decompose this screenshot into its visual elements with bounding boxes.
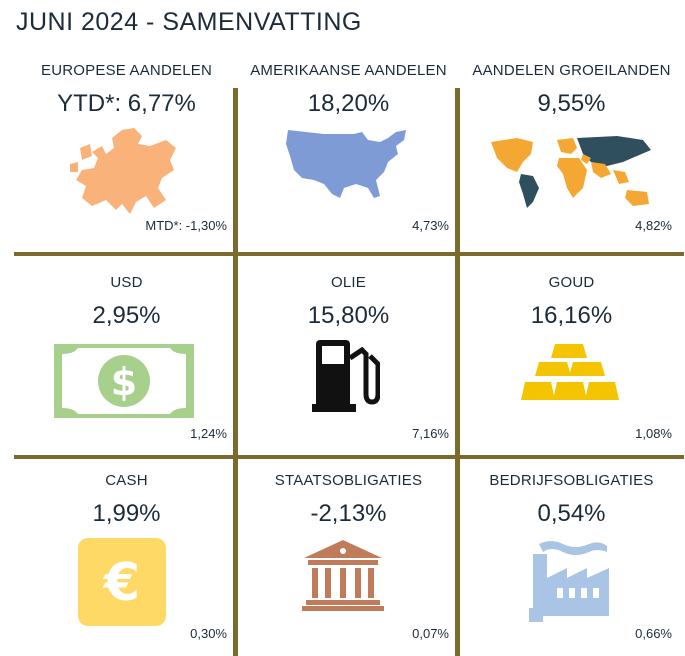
tile-emerging-equities: AANDELEN GROEILANDEN 9,55% 4,82%	[459, 58, 684, 248]
tile-corporate-bonds: BEDRIJFSOBLIGATIES 0,54% 0,66%	[459, 464, 684, 654]
tile-gold: GOUD 16,16% 1,08%	[459, 262, 684, 452]
tile-mtd-value: MTD*: -1,30%	[145, 218, 227, 233]
tile-ytd-value: 9,55%	[537, 90, 606, 117]
factory-icon	[529, 541, 609, 622]
tile-ytd-value: 16,16%	[530, 302, 613, 329]
tile-european-equities: EUROPESE AANDELEN YTD*: 6,77% MTD*: -1,3…	[14, 58, 239, 248]
tile-ytd-value: 0,54%	[537, 500, 606, 527]
tile-oil: OLIE 15,80% 7,16%	[236, 262, 461, 452]
svg-text:$: $	[111, 360, 137, 404]
tile-usd: USD 2,95% $ 1,24%	[14, 262, 239, 452]
page-title: JUNI 2024 - SAMENVATTING	[16, 8, 362, 36]
tile-label: USD	[110, 274, 143, 291]
tile-mtd-value: 0,07%	[412, 626, 449, 641]
tile-ytd-value: -2,13%	[310, 500, 387, 527]
tile-government-bonds: STAATSOBLIGATIES -2,13% 0,07%	[236, 464, 461, 654]
tile-mtd-value: 0,66%	[635, 626, 672, 641]
europe-map-icon	[70, 128, 176, 214]
tile-mtd-value: 1,08%	[635, 426, 672, 441]
divider-vertical-right	[455, 88, 460, 656]
dollar-bill-icon: $	[54, 344, 194, 418]
tile-label: AANDELEN GROEILANDEN	[472, 62, 671, 79]
tile-label: CASH	[105, 472, 148, 489]
svg-text:€: €	[103, 553, 140, 613]
divider-vertical-left	[233, 88, 238, 656]
gold-bars-icon	[521, 344, 619, 400]
tile-label: EUROPESE AANDELEN	[41, 62, 212, 79]
usa-map-icon	[286, 130, 406, 198]
tile-ytd-value: 1,99%	[92, 500, 161, 527]
tile-mtd-value: 7,16%	[412, 426, 449, 441]
tile-label: GOUD	[548, 274, 595, 291]
tile-label: STAATSOBLIGATIES	[274, 472, 423, 489]
tile-cash: CASH 1,99% € 0,30%	[14, 464, 239, 654]
tile-mtd-value: 4,73%	[412, 218, 449, 233]
tile-ytd-value: 18,20%	[307, 90, 390, 117]
tile-ytd-value: 2,95%	[92, 302, 161, 329]
tile-label: BEDRIJFSOBLIGATIES	[489, 472, 654, 489]
bank-building-icon	[302, 540, 384, 611]
tile-ytd-value: YTD*: 6,77%	[57, 90, 196, 117]
divider-horizontal-bottom	[14, 455, 684, 459]
euro-icon: €	[78, 538, 166, 626]
world-map-icon	[491, 136, 651, 208]
tile-label: AMERIKAANSE AANDELEN	[250, 62, 447, 79]
tile-us-equities: AMERIKAANSE AANDELEN 18,20% 4,73%	[236, 58, 461, 248]
tile-ytd-value: 15,80%	[307, 302, 390, 329]
tile-mtd-value: 0,30%	[190, 626, 227, 641]
tile-mtd-value: 1,24%	[190, 426, 227, 441]
tile-label: OLIE	[331, 274, 366, 291]
fuel-pump-icon	[312, 340, 380, 412]
tile-mtd-value: 4,82%	[635, 218, 672, 233]
divider-horizontal-top	[14, 252, 684, 256]
